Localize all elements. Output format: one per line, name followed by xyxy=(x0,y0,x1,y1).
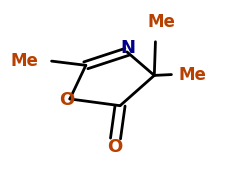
Text: O: O xyxy=(107,138,122,156)
Text: Me: Me xyxy=(178,65,206,84)
Text: N: N xyxy=(121,39,136,57)
Text: O: O xyxy=(59,91,74,109)
Text: Me: Me xyxy=(10,52,38,70)
Text: Me: Me xyxy=(147,13,175,31)
